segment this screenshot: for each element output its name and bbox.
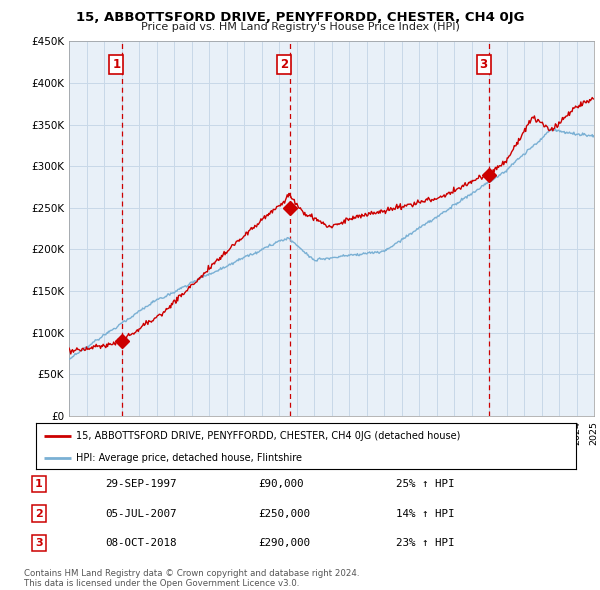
Text: 08-OCT-2018: 08-OCT-2018 xyxy=(105,538,176,548)
Text: Contains HM Land Registry data © Crown copyright and database right 2024.: Contains HM Land Registry data © Crown c… xyxy=(24,569,359,578)
Text: 3: 3 xyxy=(35,538,43,548)
Text: 15, ABBOTTSFORD DRIVE, PENYFFORDD, CHESTER, CH4 0JG (detached house): 15, ABBOTTSFORD DRIVE, PENYFFORDD, CHEST… xyxy=(77,431,461,441)
Text: 1: 1 xyxy=(112,58,121,71)
Text: £290,000: £290,000 xyxy=(258,538,310,548)
Text: £250,000: £250,000 xyxy=(258,509,310,519)
Text: This data is licensed under the Open Government Licence v3.0.: This data is licensed under the Open Gov… xyxy=(24,579,299,588)
Text: Price paid vs. HM Land Registry's House Price Index (HPI): Price paid vs. HM Land Registry's House … xyxy=(140,22,460,32)
Text: 23% ↑ HPI: 23% ↑ HPI xyxy=(396,538,455,548)
Text: 15, ABBOTTSFORD DRIVE, PENYFFORDD, CHESTER, CH4 0JG: 15, ABBOTTSFORD DRIVE, PENYFFORDD, CHEST… xyxy=(76,11,524,24)
Text: 29-SEP-1997: 29-SEP-1997 xyxy=(105,479,176,489)
Text: 25% ↑ HPI: 25% ↑ HPI xyxy=(396,479,455,489)
Text: 14% ↑ HPI: 14% ↑ HPI xyxy=(396,509,455,519)
Text: 2: 2 xyxy=(280,58,289,71)
Text: 05-JUL-2007: 05-JUL-2007 xyxy=(105,509,176,519)
Text: £90,000: £90,000 xyxy=(258,479,304,489)
Text: 3: 3 xyxy=(479,58,488,71)
Text: 2: 2 xyxy=(35,509,43,519)
Text: HPI: Average price, detached house, Flintshire: HPI: Average price, detached house, Flin… xyxy=(77,453,302,463)
Text: 1: 1 xyxy=(35,479,43,489)
